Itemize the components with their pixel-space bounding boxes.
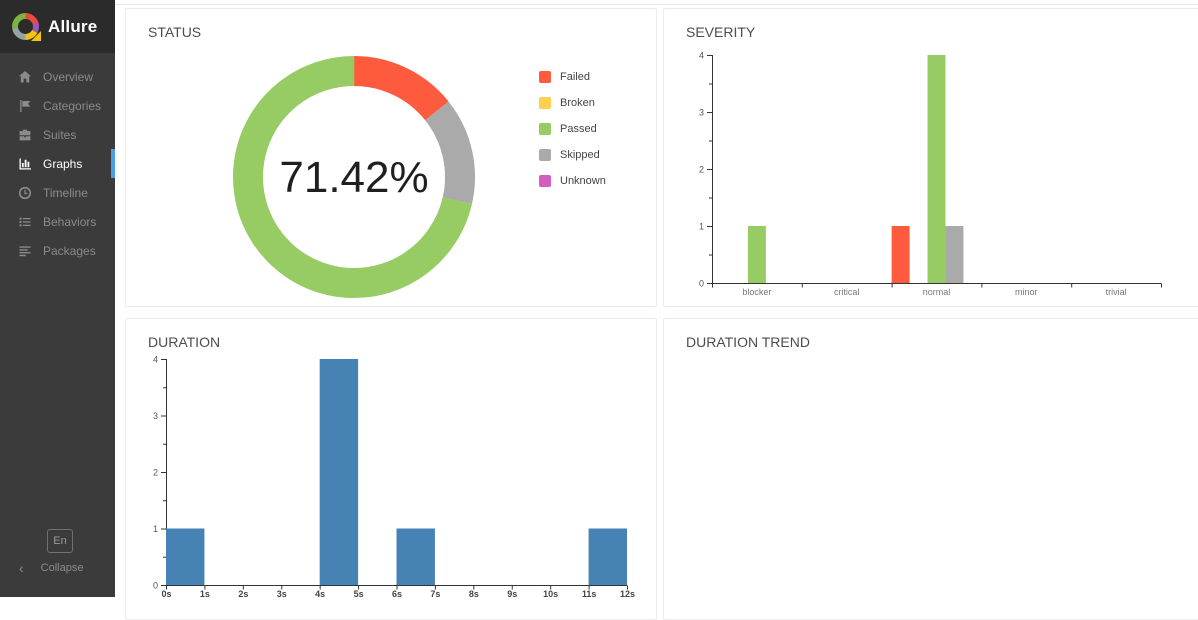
duration-histogram-chart[interactable]: 0 1 2 3 4 0s 1s 2s 3s 4s 5s 6s 7s 8s 9s 10s 11s 12s — [126, 347, 651, 618]
svg-text:normal: normal — [923, 287, 951, 297]
legend-label: Failed — [560, 71, 590, 83]
duration-trend-panel: DURATION TREND — [663, 318, 1198, 620]
sidebar-item-label: Graphs — [43, 156, 83, 171]
svg-text:7s: 7s — [430, 589, 440, 599]
sidebar-item-label: Categories — [43, 98, 102, 113]
sidebar-item-categories[interactable]: Categories — [0, 91, 115, 120]
legend-item: Passed — [539, 123, 606, 135]
svg-text:6s: 6s — [392, 589, 402, 599]
svg-text:1s: 1s — [200, 589, 210, 599]
sidebar-item-timeline[interactable]: Timeline — [0, 178, 115, 207]
legend-label: Broken — [560, 97, 595, 109]
status-panel-title: STATUS — [148, 24, 202, 40]
svg-text:trivial: trivial — [1106, 287, 1127, 297]
legend-swatch — [539, 123, 551, 135]
main-content: STATUS 71.42% Failed Broken Passed Skipped U… — [115, 0, 1198, 620]
bar-chart-icon — [19, 158, 31, 169]
svg-text:3s: 3s — [277, 589, 287, 599]
svg-text:critical: critical — [834, 287, 860, 297]
legend-label: Unknown — [560, 175, 606, 187]
sidebar-item-suites[interactable]: Suites — [0, 120, 115, 149]
duration-trend-panel-title: DURATION TREND — [686, 334, 810, 350]
allure-logo-icon — [12, 13, 39, 40]
status-donut-chart[interactable]: 71.42% — [232, 55, 476, 304]
sidebar-item-label: Suites — [43, 127, 77, 142]
sidebar-item-label: Behaviors — [43, 214, 97, 229]
sidebar-item-overview[interactable]: Overview — [0, 62, 115, 91]
legend-label: Passed — [560, 123, 597, 135]
severity-bar-chart[interactable]: 0 1 2 3 4 blocker critical normal minor trivial — [664, 43, 1189, 306]
svg-text:0s: 0s — [161, 589, 171, 599]
briefcase-icon — [19, 129, 31, 140]
svg-text:3: 3 — [153, 411, 158, 421]
svg-text:12s: 12s — [620, 589, 635, 599]
sidebar-item-label: Packages — [43, 243, 96, 258]
legend-label: Skipped — [560, 149, 600, 161]
flag-icon — [20, 99, 31, 112]
status-panel: STATUS 71.42% Failed Broken Passed Skipped U… — [125, 8, 657, 307]
collapse-label: Collapse — [40, 562, 84, 574]
svg-text:2: 2 — [153, 468, 158, 478]
svg-text:minor: minor — [1015, 287, 1038, 297]
svg-text:4s: 4s — [315, 589, 325, 599]
svg-text:1: 1 — [153, 524, 158, 534]
status-legend: Failed Broken Passed Skipped Unknown — [539, 71, 606, 201]
legend-item: Unknown — [539, 175, 606, 187]
svg-text:0: 0 — [153, 581, 158, 591]
svg-text:2s: 2s — [238, 589, 248, 599]
legend-swatch — [539, 175, 551, 187]
svg-text:11s: 11s — [582, 589, 597, 599]
legend-swatch — [539, 97, 551, 109]
sidebar-item-label: Overview — [43, 69, 94, 84]
legend-item: Broken — [539, 97, 606, 109]
legend-swatch — [539, 71, 551, 83]
sidebar-nav: Overview Categories Suites Graphs Timeli… — [0, 53, 115, 265]
list-icon — [19, 217, 31, 226]
sidebar-item-packages[interactable]: Packages — [0, 236, 115, 265]
sidebar: Allure Overview Categories Suites Graphs… — [0, 0, 115, 597]
collapse-button[interactable]: ‹ Collapse — [0, 561, 83, 575]
sidebar-item-graphs[interactable]: Graphs — [0, 149, 115, 178]
severity-panel: SEVERITY 0 1 2 3 4 blocker critical normal minor… — [663, 8, 1198, 307]
sidebar-header: Allure — [0, 0, 115, 53]
app-title: Allure — [48, 16, 98, 36]
language-button[interactable]: En — [47, 529, 73, 553]
legend-swatch — [539, 149, 551, 161]
legend-item: Skipped — [539, 149, 606, 161]
duration-panel: DURATION 0 1 2 3 4 0s 1s 2s 3s 4s 5s 6s 7s 8s 9s 10s 11s… — [125, 318, 657, 620]
svg-text:71.42%: 71.42% — [279, 153, 428, 202]
severity-panel-title: SEVERITY — [686, 24, 756, 40]
sidebar-item-label: Timeline — [43, 185, 88, 200]
svg-text:blocker: blocker — [742, 287, 771, 297]
svg-text:8s: 8s — [469, 589, 479, 599]
svg-text:9s: 9s — [507, 589, 517, 599]
clock-icon — [18, 186, 32, 199]
align-left-icon — [19, 245, 31, 256]
home-icon — [19, 70, 31, 82]
duration-panel-title: DURATION — [148, 334, 221, 350]
svg-text:4: 4 — [153, 355, 158, 365]
top-divider — [115, 4, 1198, 5]
svg-text:4: 4 — [699, 51, 704, 61]
chevron-left-icon: ‹ — [19, 560, 24, 576]
svg-text:3: 3 — [699, 108, 704, 118]
svg-text:1: 1 — [699, 222, 704, 232]
svg-text:10s: 10s — [543, 589, 558, 599]
svg-text:0: 0 — [699, 279, 704, 289]
svg-text:2: 2 — [699, 165, 704, 175]
svg-text:5s: 5s — [354, 589, 364, 599]
sidebar-item-behaviors[interactable]: Behaviors — [0, 207, 115, 236]
legend-item: Failed — [539, 71, 606, 83]
